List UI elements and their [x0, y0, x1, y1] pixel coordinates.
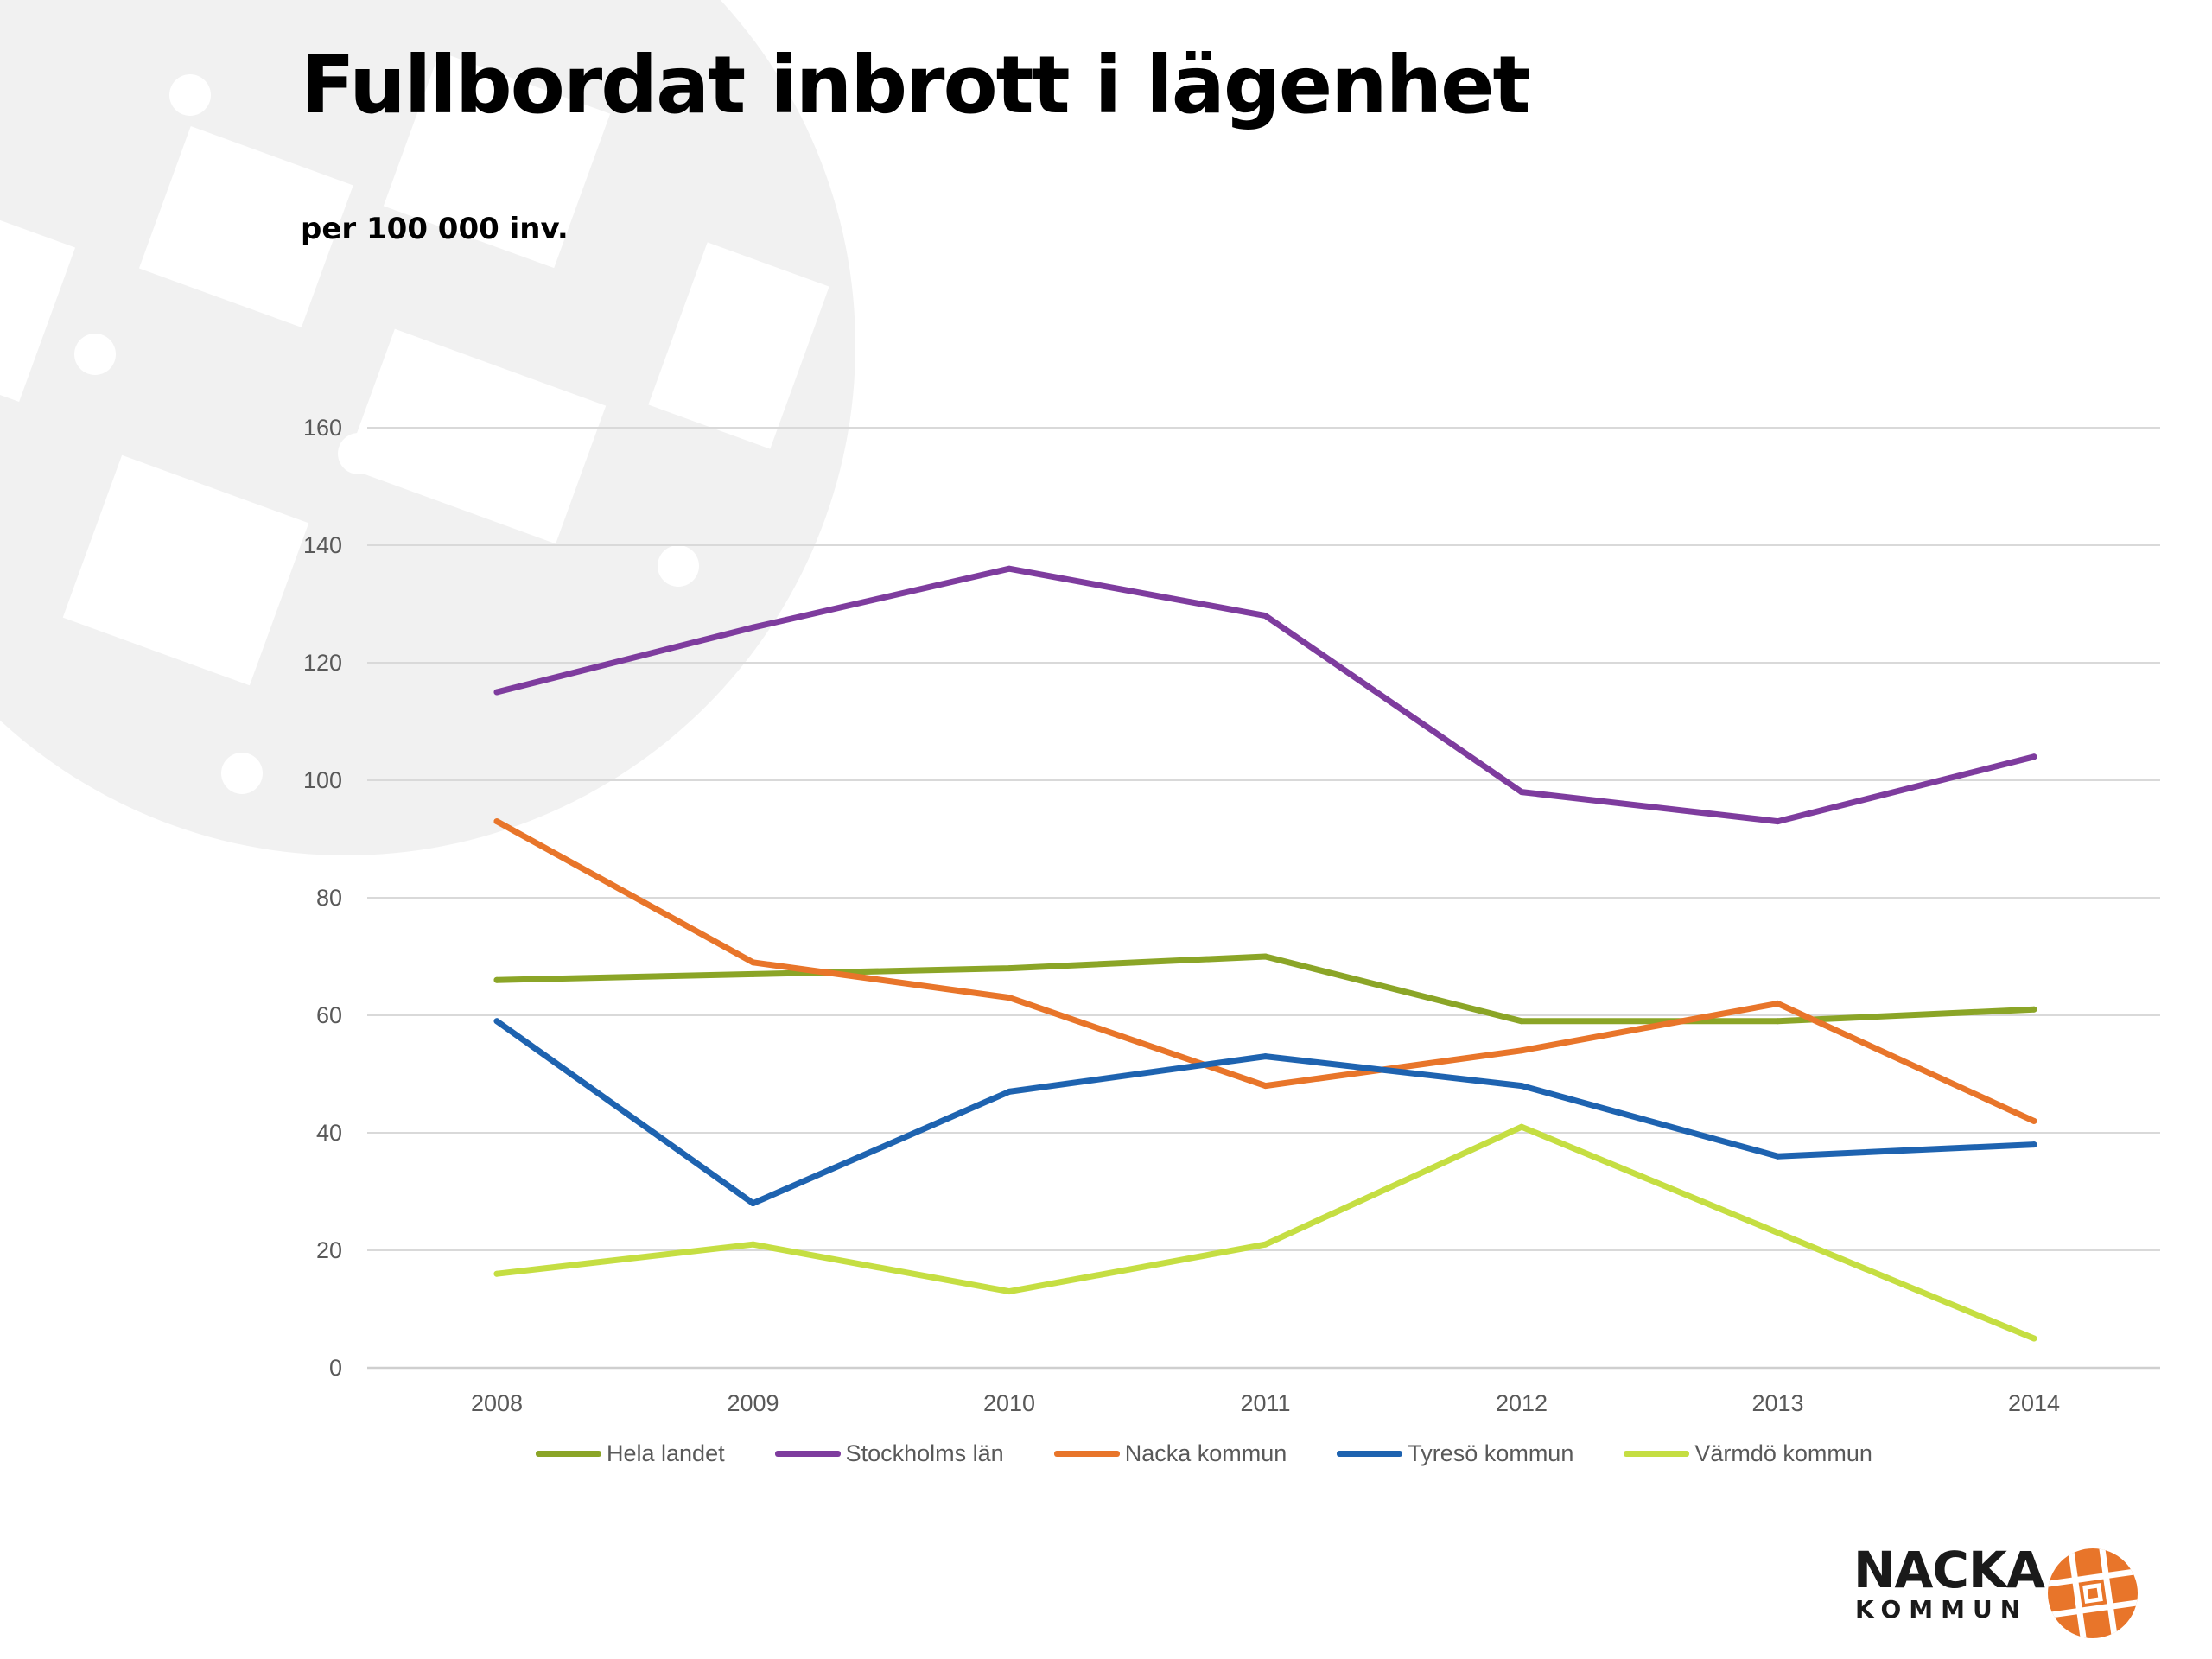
data-point: [1006, 1288, 1013, 1295]
legend-label: Stockholms län: [845, 1440, 1004, 1466]
y-tick-label: 60: [316, 1002, 342, 1028]
data-point: [493, 689, 500, 696]
x-axis-tick-labels: 2008 2009 2010 2011 2012 2013 2014: [471, 1390, 2060, 1416]
page-title: Fullbordat inbrott i lägenhet: [301, 39, 1530, 131]
y-axis-tick-labels: 0 20 40 60 80 100 120 140 160: [303, 415, 342, 1381]
legend-item: Stockholms län: [774, 1440, 1004, 1467]
data-point: [1262, 613, 1268, 620]
x-tick-label: 2008: [471, 1390, 523, 1416]
data-point: [750, 1200, 756, 1207]
data-point: [1006, 565, 1013, 572]
data-point: [2031, 1335, 2037, 1342]
data-point: [493, 1018, 500, 1025]
series-line-nacka-kommun: [493, 818, 2037, 1124]
legend-swatch: [536, 1450, 601, 1457]
data-point: [1518, 1018, 1525, 1025]
series-line-tyres-kommun: [493, 1018, 2037, 1207]
y-tick-label: 140: [303, 532, 342, 558]
logo-name: NACKA: [1853, 1541, 2045, 1599]
legend-label: Nacka kommun: [1124, 1440, 1287, 1466]
data-point: [493, 976, 500, 983]
data-point: [1006, 995, 1013, 1001]
data-point: [2031, 753, 2037, 760]
series-line-stockholms-l-n: [493, 565, 2037, 825]
x-tick-label: 2014: [2008, 1390, 2060, 1416]
legend-swatch: [774, 1450, 841, 1457]
y-tick-label: 20: [316, 1237, 342, 1263]
y-tick-label: 120: [303, 650, 342, 676]
legend-item: Nacka kommun: [1053, 1440, 1287, 1467]
y-tick-label: 0: [329, 1355, 342, 1381]
data-point: [1775, 1230, 1781, 1236]
data-point: [493, 1270, 500, 1277]
nacka-emblem-icon: [2048, 1548, 2138, 1638]
data-point: [1775, 818, 1781, 825]
data-point: [1518, 1083, 1525, 1090]
legend-swatch: [1337, 1450, 1403, 1457]
logo-subtitle: KOMMUN: [1855, 1595, 2029, 1624]
data-point: [750, 1241, 756, 1248]
data-point: [750, 970, 756, 977]
x-tick-label: 2009: [727, 1390, 779, 1416]
data-point: [1775, 1153, 1781, 1160]
legend-item: Hela landet: [536, 1440, 725, 1467]
data-point: [750, 959, 756, 966]
data-point: [2031, 1141, 2037, 1148]
x-tick-label: 2011: [1240, 1390, 1290, 1416]
data-point: [1518, 789, 1525, 796]
legend-label: Värmdö kommun: [1694, 1440, 1872, 1466]
data-point: [2031, 1117, 2037, 1124]
legend-swatch: [1053, 1450, 1120, 1457]
data-point: [1006, 965, 1013, 972]
legend-item: Värmdö kommun: [1624, 1440, 1872, 1467]
series-line-hela-landet: [493, 953, 2037, 1025]
y-tick-label: 100: [303, 767, 342, 793]
legend-item: Tyresö kommun: [1337, 1440, 1573, 1467]
page-subtitle: per 100 000 inv.: [301, 212, 569, 246]
legend-label: Tyresö kommun: [1408, 1440, 1574, 1466]
data-point: [1518, 1123, 1525, 1130]
x-tick-label: 2010: [983, 1390, 1035, 1416]
data-point: [2031, 1006, 2037, 1013]
data-point: [750, 624, 756, 631]
series-line-v-rmd-kommun: [493, 1123, 2037, 1342]
data-point: [1262, 1053, 1268, 1060]
y-tick-label: 80: [316, 885, 342, 911]
data-point: [1775, 1000, 1781, 1007]
data-point: [493, 818, 500, 825]
y-tick-label: 40: [316, 1120, 342, 1146]
nacka-kommun-logo: NACKA KOMMUN: [1853, 1542, 2147, 1642]
series-lines: [493, 565, 2037, 1342]
legend-swatch: [1624, 1450, 1690, 1457]
data-point: [1262, 1083, 1268, 1090]
legend-label: Hela landet: [607, 1440, 725, 1466]
x-tick-label: 2012: [1496, 1390, 1548, 1416]
data-point: [1262, 1241, 1268, 1248]
chart-legend: Hela landet Stockholms län Nacka kommun Tyr…: [536, 1434, 1872, 1472]
y-tick-label: 160: [303, 415, 342, 441]
data-point: [1262, 953, 1268, 960]
data-point: [1518, 1047, 1525, 1054]
data-point: [1006, 1088, 1013, 1095]
x-tick-label: 2013: [1751, 1390, 1803, 1416]
data-point: [1775, 1018, 1781, 1025]
